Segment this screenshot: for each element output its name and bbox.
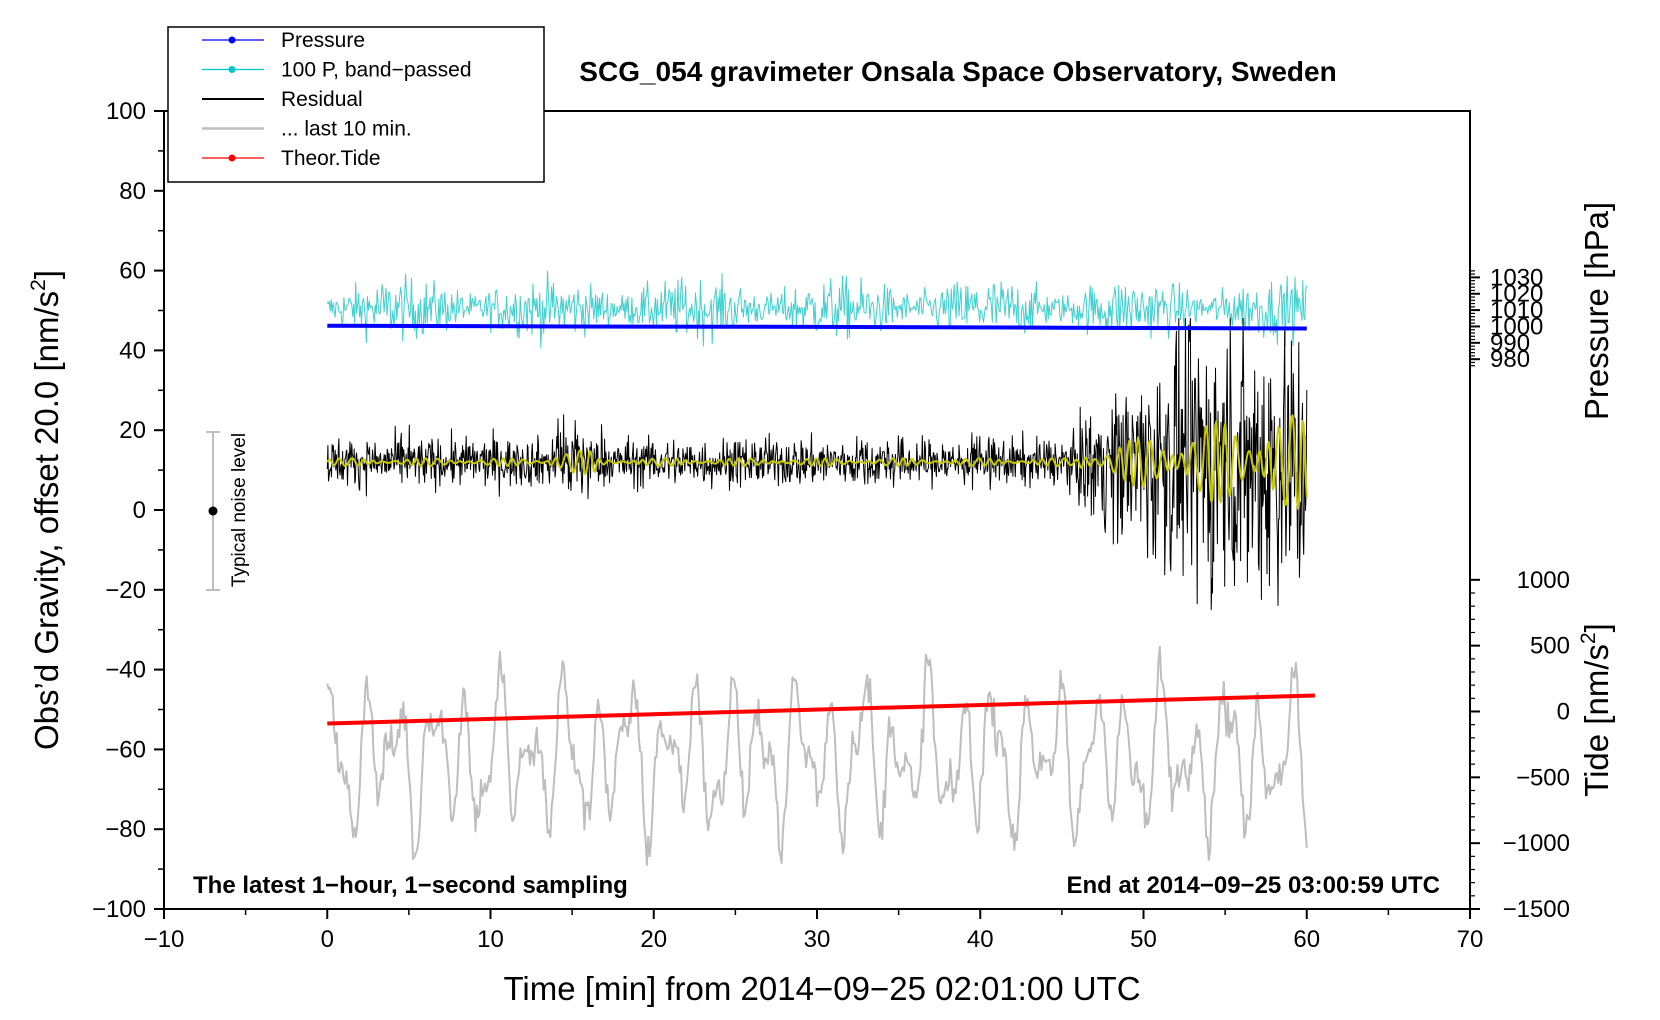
- tick-layer: −10 0 10 20 30 40 50 60 70−100−80−60−40−20020406…: [92, 98, 1570, 953]
- legend-swatch-marker: [228, 36, 236, 44]
- residual-smoothed-line: [326, 414, 1308, 510]
- noise-dot: [208, 506, 218, 516]
- tide-axis-label: Tide [nm/s2]: [1577, 623, 1615, 797]
- y-tick-label: −60: [105, 736, 146, 763]
- legend-label: 100 P, band−passed: [281, 59, 472, 82]
- end-time-note: End at 2014−09−25 03:00:59 UTC: [1066, 872, 1440, 899]
- legend: Pressure 100 P, band−passed Residual ... la…: [167, 26, 545, 183]
- tide-tick-label: 500: [1530, 633, 1570, 660]
- pressure-tick-label: 1000: [1490, 313, 1543, 340]
- x-tick-label: 40: [967, 926, 994, 953]
- y-tick-label: 100: [106, 98, 146, 125]
- x-tick-label: 20: [640, 926, 667, 953]
- x-tick-label: 30: [804, 926, 831, 953]
- y-tick-label: 0: [133, 497, 146, 524]
- bandpassed-pressure-line: [326, 270, 1308, 349]
- sampling-note: The latest 1−hour, 1−second sampling: [193, 872, 628, 899]
- x-tick-label: 70: [1457, 926, 1484, 953]
- tide-tick-label: −1500: [1503, 896, 1570, 923]
- legend-label: Theor.Tide: [281, 147, 381, 170]
- tide-axis-label-main: Tide [nm/s: [1578, 644, 1615, 797]
- pressure-tick-label: 990: [1490, 330, 1530, 357]
- tide-tick-label: 0: [1557, 698, 1570, 725]
- x-tick-label: 60: [1293, 926, 1320, 953]
- x-tick-label: 10: [477, 926, 504, 953]
- theoretical-tide-line: [327, 693, 1315, 726]
- y-tick-label: 20: [119, 417, 146, 444]
- y-tick-label: 60: [119, 258, 146, 285]
- pressure-line: [327, 323, 1307, 331]
- tide-axis-label-sup: 2: [1577, 632, 1600, 644]
- legend-label: Residual: [281, 88, 363, 111]
- x-tick-label: 50: [1130, 926, 1157, 953]
- pressure-tick-label: 1020: [1490, 281, 1543, 308]
- tide-tick-label: 1000: [1517, 567, 1570, 594]
- y-tick-label: 80: [119, 178, 146, 205]
- y-axis-label-main: Obs’d Gravity, offset 20.0 [nm/s: [28, 291, 65, 750]
- chart-title: SCG_054 gravimeter Onsala Space Observat…: [579, 56, 1336, 87]
- tide-axis-label-close: ]: [1578, 623, 1615, 632]
- y-axis-label-sup: 2: [27, 279, 50, 291]
- x-tick-label: −10: [144, 926, 185, 953]
- pressure-axis-label: Pressure [hPa]: [1578, 202, 1615, 420]
- x-axis-label: Time [min] from 2014−09−25 02:01:00 UTC: [503, 970, 1140, 1007]
- last-10-min-line: [326, 645, 1308, 866]
- pressure-tick-label: 1010: [1490, 297, 1543, 324]
- y-tick-label: −80: [105, 816, 146, 843]
- y-tick-label: −100: [92, 896, 146, 923]
- y-axis-label: Obs’d Gravity, offset 20.0 [nm/s2]: [27, 270, 65, 750]
- y-tick-label: −40: [105, 657, 146, 684]
- legend-items: Pressure 100 P, band−passed Residual ... la…: [202, 29, 472, 170]
- legend-label: Pressure: [281, 29, 365, 52]
- pressure-tick-label: 1030: [1490, 264, 1543, 291]
- y-tick-label: −20: [105, 577, 146, 604]
- y-tick-label: 40: [119, 337, 146, 364]
- x-tick-label: 0: [321, 926, 334, 953]
- noise-level-label: Typical noise level: [229, 433, 250, 587]
- legend-label: ... last 10 min.: [281, 118, 412, 141]
- legend-swatch-marker: [228, 66, 236, 73]
- legend-swatch-marker: [228, 154, 236, 162]
- series-layer: [326, 270, 1315, 866]
- tide-tick-label: −500: [1516, 764, 1570, 791]
- tide-tick-label: −1000: [1503, 830, 1570, 857]
- y-axis-label-close: ]: [28, 270, 65, 279]
- pressure-tick-label: 980: [1490, 346, 1530, 373]
- noise-level-indicator: Typical noise level: [206, 431, 250, 591]
